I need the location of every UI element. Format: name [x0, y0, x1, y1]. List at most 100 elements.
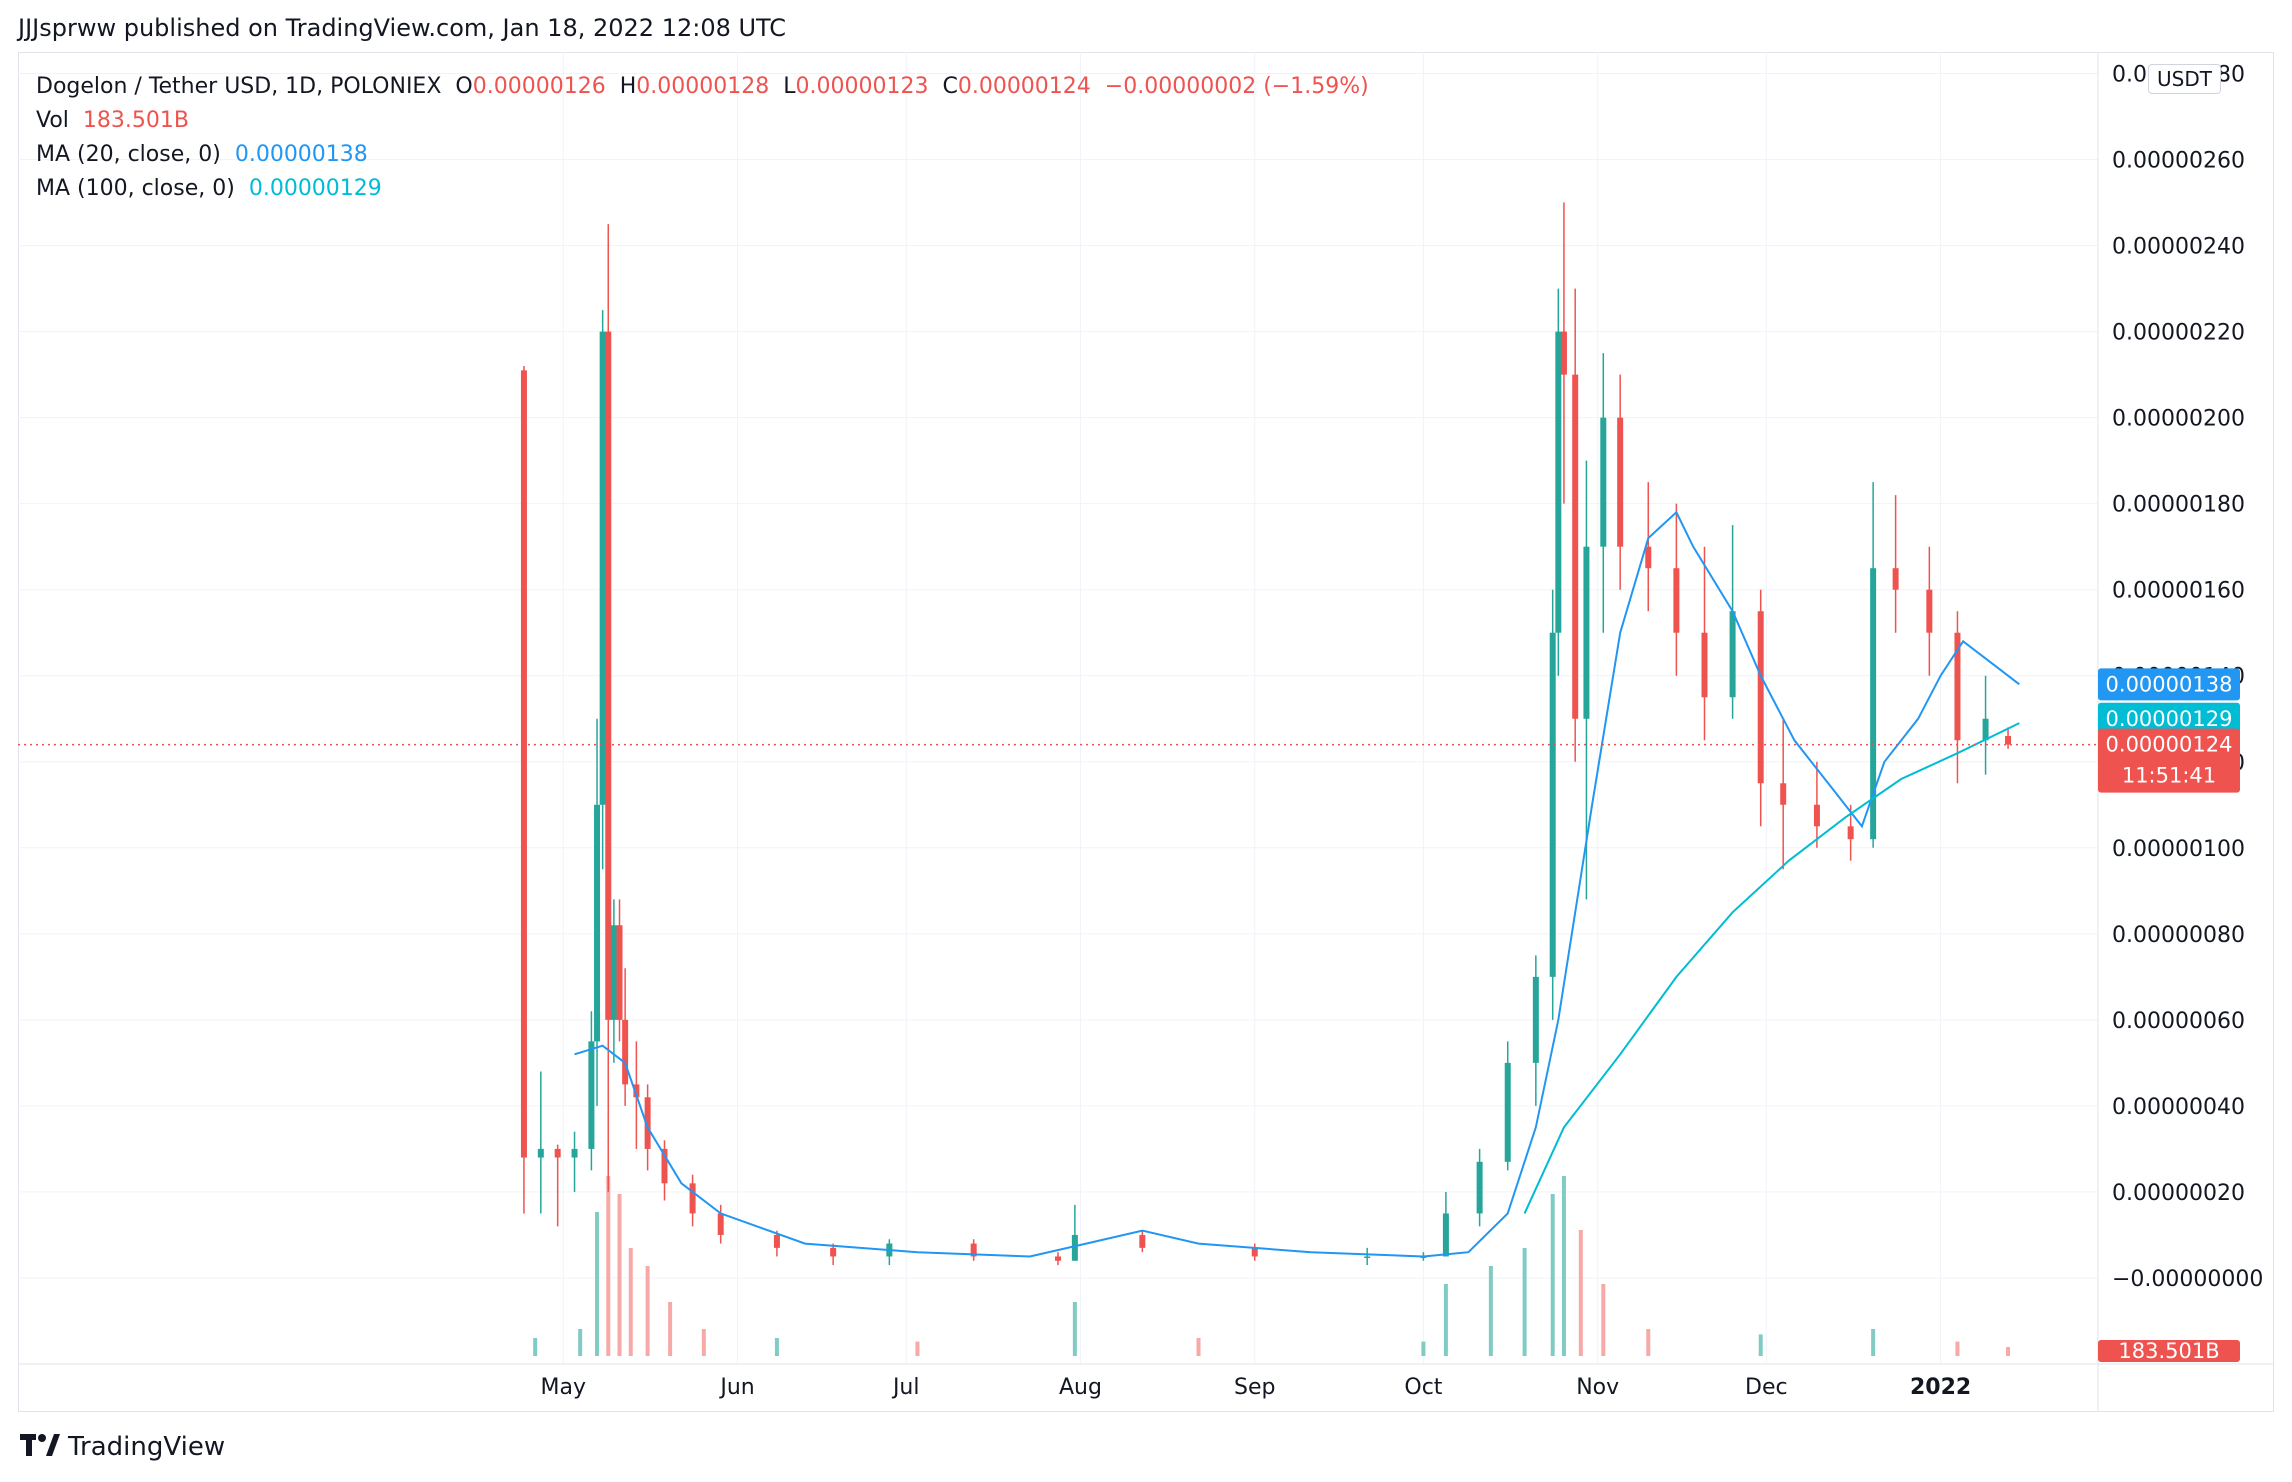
- volume-bar: [1550, 1194, 1555, 1356]
- candle-body: [1780, 783, 1787, 805]
- currency-selector[interactable]: USDT: [2148, 64, 2221, 94]
- price-tick-label: 0.00000020: [2112, 1181, 2245, 1206]
- grid: [18, 52, 2098, 1364]
- candle-body: [1555, 331, 1562, 633]
- volume-bar: [774, 1338, 779, 1356]
- candle-body: [1364, 1256, 1371, 1258]
- volume-bar: [533, 1338, 538, 1356]
- volume-bar: [628, 1248, 633, 1356]
- candle-body: [1071, 1234, 1078, 1261]
- price-tick-label: 0.00000080: [2112, 923, 2245, 948]
- candle-body: [1645, 546, 1652, 569]
- l-label: L: [783, 74, 796, 99]
- c-label: C: [942, 74, 958, 99]
- ma20-price-badge-bg: [2098, 668, 2240, 701]
- volume-bar: [1443, 1284, 1448, 1356]
- candle-body: [633, 1084, 640, 1098]
- volume-bar: [645, 1266, 650, 1356]
- h-label: H: [619, 74, 637, 99]
- price-tick-label: 0.00000180: [2112, 493, 2245, 518]
- volume-bar: [1522, 1248, 1527, 1356]
- candle-body: [1757, 611, 1764, 784]
- volume-bar: [1488, 1266, 1493, 1356]
- ma100-value: 0.00000129: [248, 176, 382, 201]
- volume-badge-bg: [2098, 1340, 2240, 1362]
- time-tick-label: Oct: [1404, 1375, 1442, 1400]
- candle-body: [1954, 632, 1961, 741]
- chart-frame[interactable]: [18, 52, 2274, 1412]
- candle-body: [610, 925, 617, 1020]
- candle-body: [1729, 611, 1736, 698]
- publish-note: JJJsprww published on TradingView.com, J…: [18, 14, 787, 42]
- volume-bar: [1601, 1284, 1606, 1356]
- candle-body: [1139, 1234, 1146, 1248]
- legend: Dogelon / Tether USD, 1D, POLONIEX O0.00…: [36, 70, 1369, 206]
- volume-bar: [915, 1341, 920, 1356]
- price-tick-label: 0.00000200: [2112, 407, 2245, 432]
- c-value: 0.00000124: [957, 74, 1091, 99]
- countdown-badge: 11:51:41: [2122, 764, 2216, 788]
- ma100-price-badge-bg: [2098, 702, 2240, 735]
- candle-body: [1532, 976, 1539, 1063]
- candle-body: [970, 1243, 977, 1257]
- l-value: 0.00000123: [795, 74, 929, 99]
- candle-body: [605, 331, 612, 1020]
- candle-body: [1813, 804, 1820, 827]
- volume-bar: [1578, 1230, 1583, 1356]
- volume-bar: [595, 1212, 600, 1356]
- volume-bar: [1758, 1334, 1763, 1356]
- volume-bar: [1871, 1329, 1876, 1356]
- candle-body: [594, 804, 601, 1042]
- candle-body: [1926, 589, 1933, 633]
- volume-bar: [1646, 1329, 1651, 1356]
- ma20-price-badge: 0.00000138: [2106, 672, 2233, 696]
- candle-body: [1892, 568, 1899, 590]
- candle-body: [599, 331, 606, 805]
- time-tick-label: Jun: [718, 1375, 754, 1400]
- volume-bar: [701, 1329, 706, 1356]
- footer-brand-text: TradingView: [68, 1431, 226, 1462]
- candle-body: [520, 370, 527, 1158]
- candles: [520, 202, 2012, 1266]
- symbol-title[interactable]: Dogelon / Tether USD, 1D, POLONIEX: [36, 74, 442, 99]
- volume-bar: [668, 1302, 673, 1356]
- volume-bar: [1072, 1302, 1077, 1356]
- candle-body: [1572, 374, 1579, 719]
- footer-brand[interactable]: TradingView: [20, 1430, 225, 1463]
- price-tick-label: 0.00000040: [2112, 1095, 2245, 1120]
- legend-ma100-row: MA (100, close, 0) 0.00000129: [36, 172, 1369, 206]
- price-tick-label: 0.00000100: [2112, 837, 2245, 862]
- ma20-label[interactable]: MA (20, close, 0): [36, 142, 221, 167]
- candle-body: [1251, 1247, 1258, 1257]
- last-price-badge: 0.00000124: [2106, 733, 2233, 757]
- candle-body: [588, 1041, 595, 1149]
- candle-body: [1673, 568, 1680, 633]
- moving-averages: [574, 510, 2020, 1258]
- candle-body: [1847, 826, 1854, 840]
- candle-body: [1560, 331, 1567, 375]
- candle-body: [1982, 718, 1989, 741]
- candle-body: [644, 1097, 651, 1149]
- candle-body: [1476, 1161, 1483, 1214]
- candle-body: [571, 1148, 578, 1158]
- ma100-label[interactable]: MA (100, close, 0): [36, 176, 235, 201]
- vol-label[interactable]: Vol: [36, 108, 69, 133]
- ma20-line: [574, 510, 2020, 1258]
- last-price-badge-bg: [2098, 728, 2240, 793]
- candle-body: [1583, 546, 1590, 719]
- legend-volume-row: Vol 183.501B: [36, 104, 1369, 138]
- o-value: 0.00000126: [472, 74, 606, 99]
- candle-body: [1617, 417, 1624, 547]
- h-value: 0.00000128: [636, 74, 770, 99]
- ma20-value: 0.00000138: [234, 142, 368, 167]
- volume-bar: [578, 1329, 583, 1356]
- time-tick-label: Sep: [1234, 1375, 1275, 1400]
- o-label: O: [455, 74, 473, 99]
- vol-value: 183.501B: [82, 108, 189, 133]
- tradingview-logo-icon: [20, 1430, 60, 1463]
- candle-body: [1701, 632, 1708, 698]
- time-tick-label: Aug: [1059, 1375, 1102, 1400]
- legend-ohlc-row: Dogelon / Tether USD, 1D, POLONIEX O0.00…: [36, 70, 1369, 104]
